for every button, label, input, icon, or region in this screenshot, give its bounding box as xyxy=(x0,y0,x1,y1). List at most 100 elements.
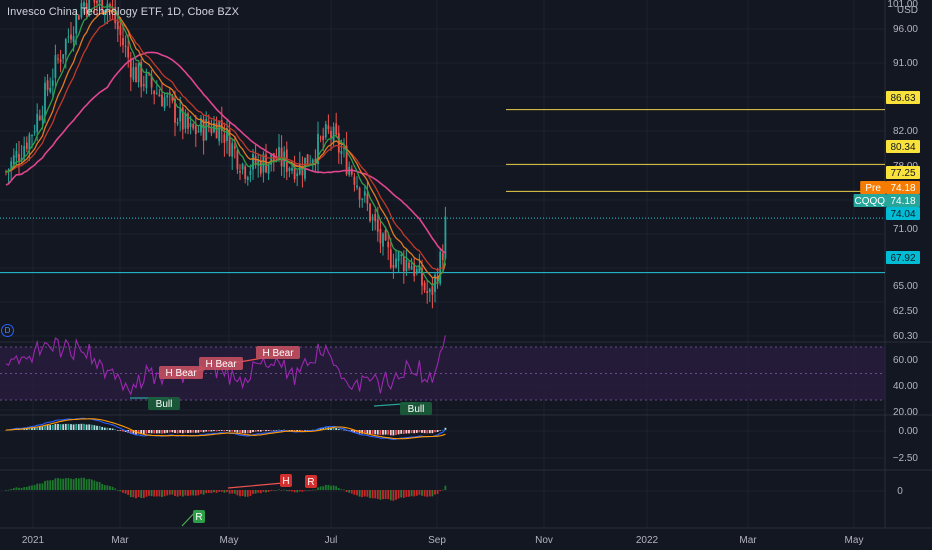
oscillator-bar xyxy=(210,490,213,494)
macd-histogram-bar xyxy=(85,424,88,430)
oscillator-bar xyxy=(356,490,358,496)
candle-body xyxy=(392,264,395,268)
macd-histogram-bar xyxy=(148,430,150,434)
oscillator-bar xyxy=(332,485,335,490)
candle-body xyxy=(358,187,361,200)
oscillator-bar xyxy=(361,490,364,498)
candle-body xyxy=(379,228,382,244)
oscillator-bar xyxy=(184,490,187,496)
macd-histogram-bar xyxy=(275,430,278,431)
candle-body xyxy=(205,118,208,141)
macd-histogram-bar xyxy=(363,430,366,434)
candle-body xyxy=(64,39,67,55)
oscillator-bar xyxy=(93,480,96,490)
candle-body xyxy=(327,125,330,130)
candle-body xyxy=(353,176,356,185)
annotation-text: H Bear xyxy=(165,368,197,379)
price-tag-value: 74.18 xyxy=(890,196,915,207)
oscillator-bar xyxy=(236,490,239,496)
candle-body xyxy=(153,90,156,94)
oscillator-bar xyxy=(405,490,408,497)
oscillator-bar xyxy=(304,490,306,491)
ema-mid-line xyxy=(5,10,447,280)
oscillator-bar xyxy=(249,490,252,497)
oscillator-bar xyxy=(70,478,72,490)
oscillator-bar xyxy=(285,490,288,491)
oscillator-bar xyxy=(223,490,226,493)
rsi-line xyxy=(5,335,446,396)
oscillator-bar xyxy=(200,490,202,494)
oscillator-bar xyxy=(28,485,31,490)
candle-body xyxy=(137,63,140,83)
candle-body xyxy=(363,191,366,196)
oscillator-bar xyxy=(371,490,374,499)
macd-axis-label: −2.50 xyxy=(893,453,919,464)
oscillator-bar xyxy=(350,490,353,494)
oscillator-bar xyxy=(25,486,28,490)
oscillator-bar xyxy=(262,490,265,492)
candle-body xyxy=(12,155,15,165)
macd-histogram-bar xyxy=(106,427,109,430)
macd-histogram-bar xyxy=(236,430,239,433)
price-tag-bg xyxy=(886,140,920,153)
macd-histogram-bar xyxy=(137,430,140,434)
price-axis[interactable]: 101.0096.0091.0082.0078.0071.0065.0062.5… xyxy=(887,0,918,497)
marker-text: R xyxy=(195,512,202,523)
oscillator-bar xyxy=(106,485,109,490)
oscillator-bar xyxy=(382,490,384,500)
candle-body xyxy=(431,286,434,295)
macd-histogram-bar xyxy=(213,430,215,432)
d-badge[interactable]: D xyxy=(1,324,14,337)
oscillator-bar xyxy=(298,490,301,492)
macd-histogram-bar xyxy=(101,426,104,430)
oscillator-bar xyxy=(155,490,158,497)
candle-body xyxy=(275,159,278,162)
candle-body xyxy=(291,167,293,171)
oscillator-bar xyxy=(327,484,330,490)
oscillator-bar xyxy=(18,487,20,490)
price-tag: 74.04 xyxy=(886,207,920,220)
candle-body xyxy=(119,25,122,36)
macd-histogram-bar xyxy=(54,424,57,430)
candle-body xyxy=(246,177,249,180)
oscillator-bar xyxy=(259,490,262,494)
oscillator-bar xyxy=(441,489,444,491)
oscillator-bar xyxy=(148,490,150,496)
annotation-bg xyxy=(159,366,203,379)
oscillator-bar xyxy=(415,490,418,496)
macd-histogram-bar xyxy=(306,430,309,431)
candle-body xyxy=(441,253,444,261)
ema-fast-line xyxy=(5,2,447,287)
macd-histogram-bar xyxy=(421,430,423,433)
macd-histogram-bar xyxy=(38,426,41,430)
oscillator-bar xyxy=(434,490,436,495)
oscillator-bar xyxy=(114,488,117,490)
macd-histogram-bar xyxy=(418,430,421,433)
price-tag: 67.92 xyxy=(886,251,920,264)
oscillator-bar xyxy=(291,490,293,492)
macd-histogram-bar xyxy=(158,430,161,434)
candle-body xyxy=(402,256,405,272)
macd-histogram-bar xyxy=(402,430,405,434)
oscillator-bar xyxy=(202,490,205,495)
candle-body xyxy=(231,143,234,157)
ema-slow-line xyxy=(5,18,446,272)
oscillator-bar xyxy=(301,490,304,492)
price-tag-bg xyxy=(886,194,920,207)
candle-body xyxy=(423,282,426,291)
macd-histogram-bar xyxy=(161,430,163,434)
candle-body xyxy=(436,275,439,285)
sma-long-line xyxy=(5,51,446,254)
price-tag-bg xyxy=(886,181,920,194)
macd-histogram-bar xyxy=(293,430,296,432)
oscillator-bar xyxy=(324,484,327,490)
oscillator-bar xyxy=(246,490,249,497)
oscillator-bar xyxy=(270,490,273,491)
time-axis[interactable]: 2021 Mar May Jul Sep Nov 2022 Mar May xyxy=(22,535,864,546)
oscillator-bar xyxy=(335,486,338,490)
macd-histogram-bar xyxy=(436,430,439,432)
macd-histogram-bar xyxy=(119,430,122,431)
oscillator-bar xyxy=(41,483,44,490)
macd-histogram-bar xyxy=(319,428,322,430)
